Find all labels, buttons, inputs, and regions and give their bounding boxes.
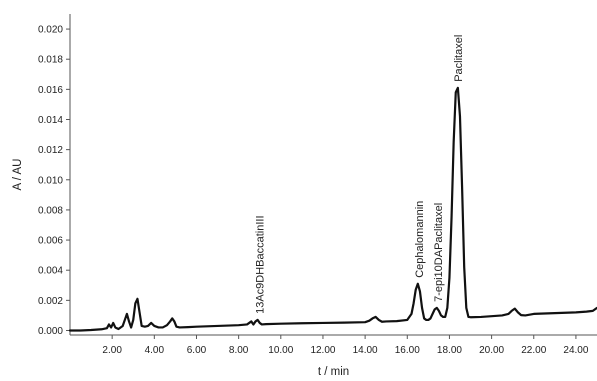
x-tick-label: 6.00 bbox=[187, 345, 207, 356]
y-tick-label: 0.020 bbox=[38, 25, 63, 36]
x-tick-label: 18.00 bbox=[437, 345, 462, 356]
x-ticks: 2.00 4.00 6.00 8.00 10.00 12.00 14.00 16.00 18.0… bbox=[102, 335, 589, 356]
y-tick-label: 0.014 bbox=[38, 115, 63, 126]
y-tick-label: 0.016 bbox=[38, 85, 63, 96]
peak-label: Paclitaxel bbox=[453, 35, 465, 82]
x-tick-label: 22.00 bbox=[521, 345, 546, 356]
y-tick-label: 0.010 bbox=[38, 175, 63, 186]
peak-label: 13Ac9DHBaccatinIII bbox=[255, 215, 267, 313]
y-tick-label: 0.000 bbox=[38, 326, 63, 337]
x-tick-label: 2.00 bbox=[102, 345, 122, 356]
y-tick-label: 0.002 bbox=[38, 296, 63, 307]
x-tick-label: 8.00 bbox=[229, 345, 249, 356]
x-axis-title: t / min bbox=[318, 366, 349, 378]
peak-label: 7-epi10DAPaclitaxel bbox=[433, 203, 445, 302]
x-tick-label: 12.00 bbox=[310, 345, 335, 356]
x-tick-label: 4.00 bbox=[145, 345, 165, 356]
x-tick-label: 16.00 bbox=[395, 345, 420, 356]
x-tick-label: 10.00 bbox=[268, 345, 293, 356]
y-tick-label: 0.008 bbox=[38, 205, 63, 216]
y-tick-label: 0.018 bbox=[38, 55, 63, 66]
x-tick-label: 14.00 bbox=[353, 345, 378, 356]
y-axis-title: A / AU bbox=[12, 159, 24, 191]
y-tick-label: 0.006 bbox=[38, 236, 63, 247]
axes bbox=[69, 14, 597, 336]
x-tick-label: 20.00 bbox=[479, 345, 504, 356]
peak-annotations: 13Ac9DHBaccatinIII Cephalomannin 7-epi10DA… bbox=[255, 35, 465, 314]
chromatogram-trace bbox=[68, 86, 597, 332]
y-ticks: 0.000 0.002 0.004 0.006 0.008 0.010 0.012 0.014… bbox=[38, 25, 70, 337]
y-tick-label: 0.004 bbox=[38, 266, 63, 277]
peak-label: Cephalomannin bbox=[414, 201, 426, 278]
y-tick-label: 0.012 bbox=[38, 145, 63, 156]
x-tick-label: 24.00 bbox=[563, 345, 588, 356]
